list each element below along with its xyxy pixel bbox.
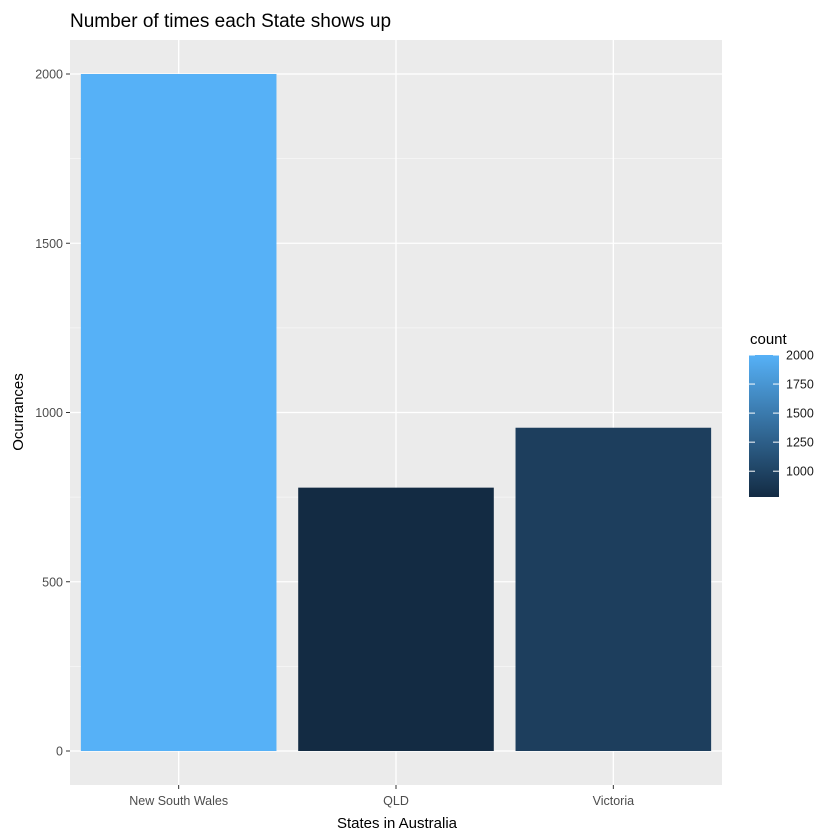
- chart-title: Number of times each State shows up: [70, 11, 391, 32]
- x-axis: New South Wales QLD Victoria: [129, 785, 634, 808]
- y-tick-label: 1500: [35, 237, 63, 251]
- legend-title: count: [750, 331, 788, 348]
- x-axis-title: States in Australia: [337, 815, 458, 832]
- bar: [298, 487, 494, 751]
- legend-label: 2000: [786, 349, 814, 363]
- y-tick-label: 500: [42, 575, 63, 589]
- legend-label: 1250: [786, 436, 814, 450]
- bar: [515, 427, 712, 751]
- legend: count 2000 1750 1500 1250 1000: [749, 331, 814, 497]
- x-tick-label: Victoria: [593, 794, 635, 808]
- legend-label: 1750: [786, 378, 814, 392]
- x-tick-label: New South Wales: [129, 794, 228, 808]
- x-tick-label: QLD: [383, 794, 409, 808]
- y-tick-label: 2000: [35, 68, 63, 82]
- y-axis-title: Ocurrances: [10, 373, 27, 451]
- legend-label: 1500: [786, 407, 814, 421]
- bars: [80, 74, 712, 751]
- y-tick-label: 0: [56, 745, 63, 759]
- y-tick-label: 1000: [35, 406, 63, 420]
- legend-ticks: 2000 1750 1500 1250 1000: [749, 349, 814, 479]
- bar: [80, 74, 277, 751]
- legend-label: 1000: [786, 465, 814, 479]
- legend-colorbar: [749, 355, 779, 497]
- y-axis: 0 500 1000 1500 2000: [35, 68, 70, 759]
